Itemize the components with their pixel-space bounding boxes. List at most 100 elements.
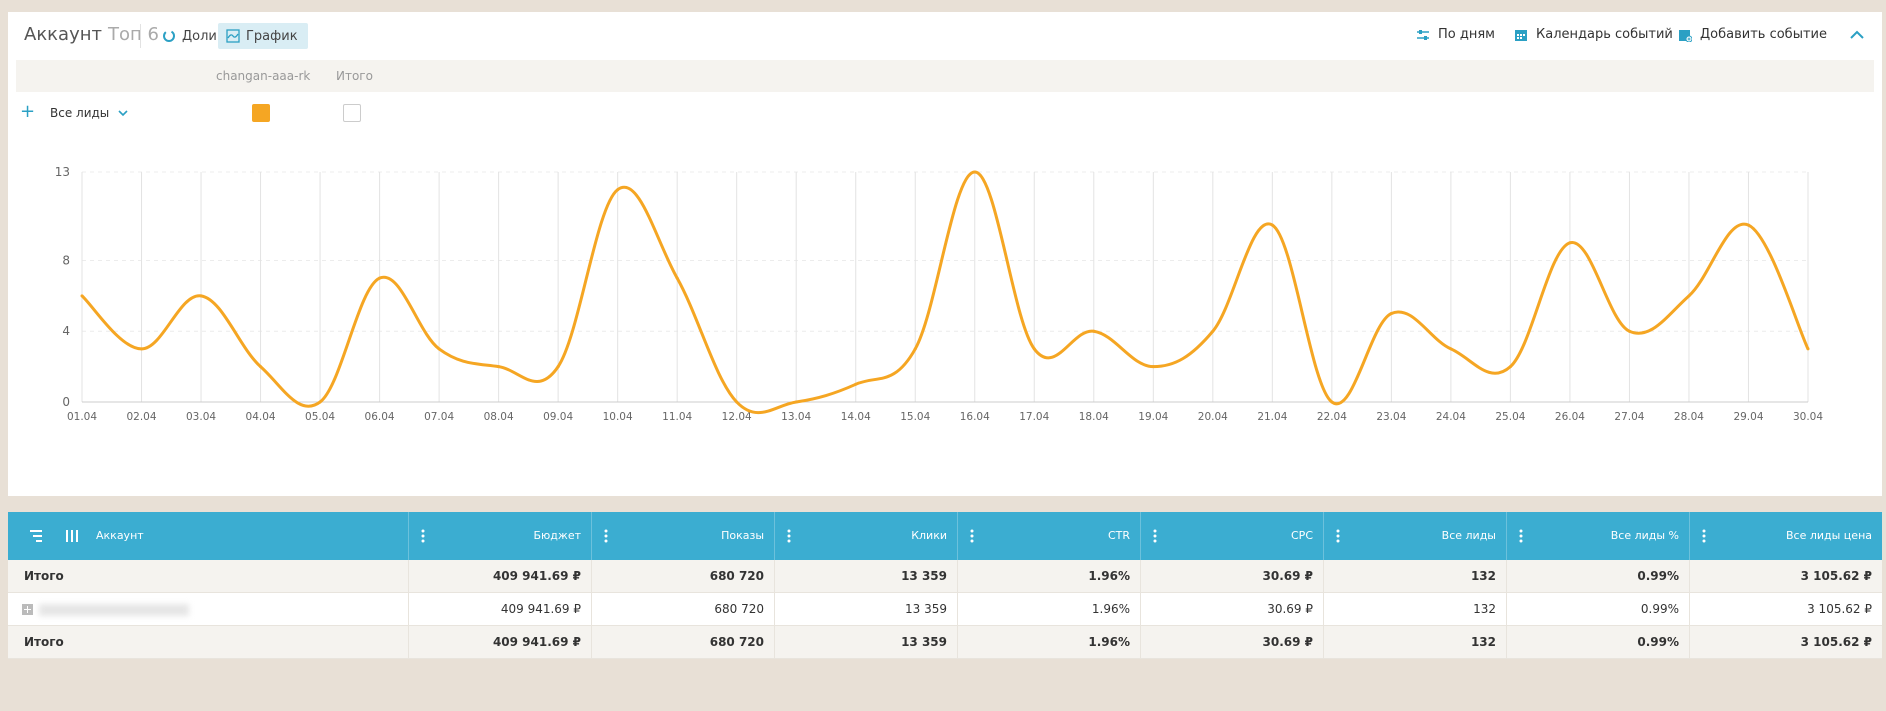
expand-row-icon[interactable] <box>22 604 33 615</box>
x-tick-label: 05.04 <box>305 411 335 423</box>
x-tick-label: 23.04 <box>1376 411 1406 423</box>
column-menu-icon[interactable] <box>1336 528 1340 544</box>
series-toggle-changan[interactable] <box>252 104 270 122</box>
cell-clicks: 13 359 <box>774 626 957 659</box>
y-tick-label: 0 <box>62 395 70 409</box>
x-tick-label: 08.04 <box>484 411 514 423</box>
column-header-budget[interactable]: Бюджет <box>408 512 591 560</box>
x-tick-label: 17.04 <box>1019 411 1049 423</box>
data-point <box>318 400 322 404</box>
calendar-add-icon <box>1678 28 1693 42</box>
cell-name <box>8 593 408 626</box>
report-panel: Аккаунт Топ 6 Доли График По дням Кале <box>8 12 1882 496</box>
column-header-clicks[interactable]: Клики <box>774 512 957 560</box>
tree-icon[interactable] <box>28 528 44 544</box>
account-name-redacted[interactable] <box>39 603 189 616</box>
column-label: CPC <box>1291 529 1313 542</box>
tab-shares[interactable]: Доли <box>154 23 227 49</box>
column-menu-icon[interactable] <box>787 528 791 544</box>
data-point <box>497 365 501 369</box>
column-label: Все лиды цена <box>1785 529 1872 542</box>
columns-icon[interactable] <box>64 528 80 544</box>
data-point <box>556 365 560 369</box>
tab-shares-label: Доли <box>182 28 217 44</box>
x-tick-label: 20.04 <box>1198 411 1228 423</box>
cell-clicks: 13 359 <box>774 560 957 593</box>
tab-chart[interactable]: График <box>218 23 308 49</box>
data-point <box>1508 365 1512 369</box>
data-point <box>1687 294 1691 298</box>
cell-leads_pct: 0.99% <box>1506 560 1689 593</box>
add-metric-icon[interactable]: + <box>20 101 36 122</box>
column-header-leads[interactable]: Все лиды <box>1323 512 1506 560</box>
x-tick-label: 03.04 <box>186 411 216 423</box>
x-tick-label: 27.04 <box>1614 411 1644 423</box>
column-label: Бюджет <box>533 529 582 542</box>
chevron-down-icon[interactable] <box>118 108 128 118</box>
x-tick-label: 15.04 <box>900 411 930 423</box>
add-event-button[interactable]: Добавить событие <box>1678 27 1827 42</box>
page-title: Аккаунт Топ 6 <box>24 24 159 45</box>
series-name-total: Итого <box>336 69 373 83</box>
data-point <box>1568 241 1572 245</box>
column-label: Клики <box>911 529 947 542</box>
cell-budget: 409 941.69 ₽ <box>408 626 591 659</box>
column-label: Все лиды <box>1441 529 1496 542</box>
stats-table: Аккаунт Бюджет Показы Клики CTR CPC Все лиды Вс… <box>8 512 1882 659</box>
x-tick-label: 18.04 <box>1079 411 1109 423</box>
data-point <box>437 347 441 351</box>
data-point <box>1211 329 1215 333</box>
cell-leads: 132 <box>1323 593 1506 626</box>
column-menu-icon[interactable] <box>1153 528 1157 544</box>
column-menu-icon[interactable] <box>421 528 425 544</box>
column-header-lead_price[interactable]: Все лиды цена <box>1689 512 1882 560</box>
column-header-name[interactable]: Аккаунт <box>8 512 408 560</box>
collapse-button[interactable] <box>1846 24 1868 46</box>
x-tick-label: 28.04 <box>1674 411 1704 423</box>
chart-icon <box>226 29 240 43</box>
column-label: Все лиды % <box>1610 529 1679 542</box>
cell-clicks: 13 359 <box>774 593 957 626</box>
metric-select[interactable]: Все лиды <box>50 106 110 120</box>
cell-ctr: 1.96% <box>957 626 1140 659</box>
x-tick-label: 07.04 <box>424 411 454 423</box>
column-menu-icon[interactable] <box>970 528 974 544</box>
data-point <box>1330 400 1334 404</box>
column-header-ctr[interactable]: CTR <box>957 512 1140 560</box>
data-point <box>1032 347 1036 351</box>
series-toggle-total[interactable] <box>343 104 361 122</box>
column-label: Аккаунт <box>96 529 144 542</box>
table-row[interactable]: 409 941.69 ₽680 720 13 359 1.96% 30.69 ₽132… <box>8 593 1882 626</box>
column-menu-icon[interactable] <box>1702 528 1706 544</box>
y-tick-label: 8 <box>62 253 70 267</box>
column-header-cpc[interactable]: CPC <box>1140 512 1323 560</box>
x-tick-label: 11.04 <box>662 411 692 423</box>
cell-shows: 680 720 <box>591 626 774 659</box>
x-tick-label: 29.04 <box>1733 411 1763 423</box>
x-tick-label: 19.04 <box>1138 411 1168 423</box>
x-tick-label: 09.04 <box>543 411 573 423</box>
data-point <box>973 170 977 174</box>
x-tick-label: 30.04 <box>1793 411 1823 423</box>
event-calendar-button[interactable]: Календарь событий <box>1514 27 1673 42</box>
column-header-shows[interactable]: Показы <box>591 512 774 560</box>
x-tick-label: 01.04 <box>67 411 97 423</box>
by-days-button[interactable]: По дням <box>1416 27 1495 42</box>
metric-filter-row: + Все лиды <box>16 102 1886 124</box>
x-tick-label: 21.04 <box>1257 411 1287 423</box>
data-point <box>1151 365 1155 369</box>
column-header-leads_pct[interactable]: Все лиды % <box>1506 512 1689 560</box>
series-line <box>80 170 1810 415</box>
x-tick-label: 26.04 <box>1555 411 1585 423</box>
column-menu-icon[interactable] <box>1519 528 1523 544</box>
x-tick-label: 22.04 <box>1317 411 1347 423</box>
cell-cpc: 30.69 ₽ <box>1140 593 1323 626</box>
divider <box>140 24 141 48</box>
column-menu-icon[interactable] <box>604 528 608 544</box>
cell-budget: 409 941.69 ₽ <box>408 560 591 593</box>
data-point <box>1270 223 1274 227</box>
title-sub: Топ 6 <box>108 24 159 45</box>
data-point <box>1092 329 1096 333</box>
x-tick-label: 04.04 <box>246 411 276 423</box>
panel-header: Аккаунт Топ 6 Доли График По дням Кале <box>8 12 1882 60</box>
